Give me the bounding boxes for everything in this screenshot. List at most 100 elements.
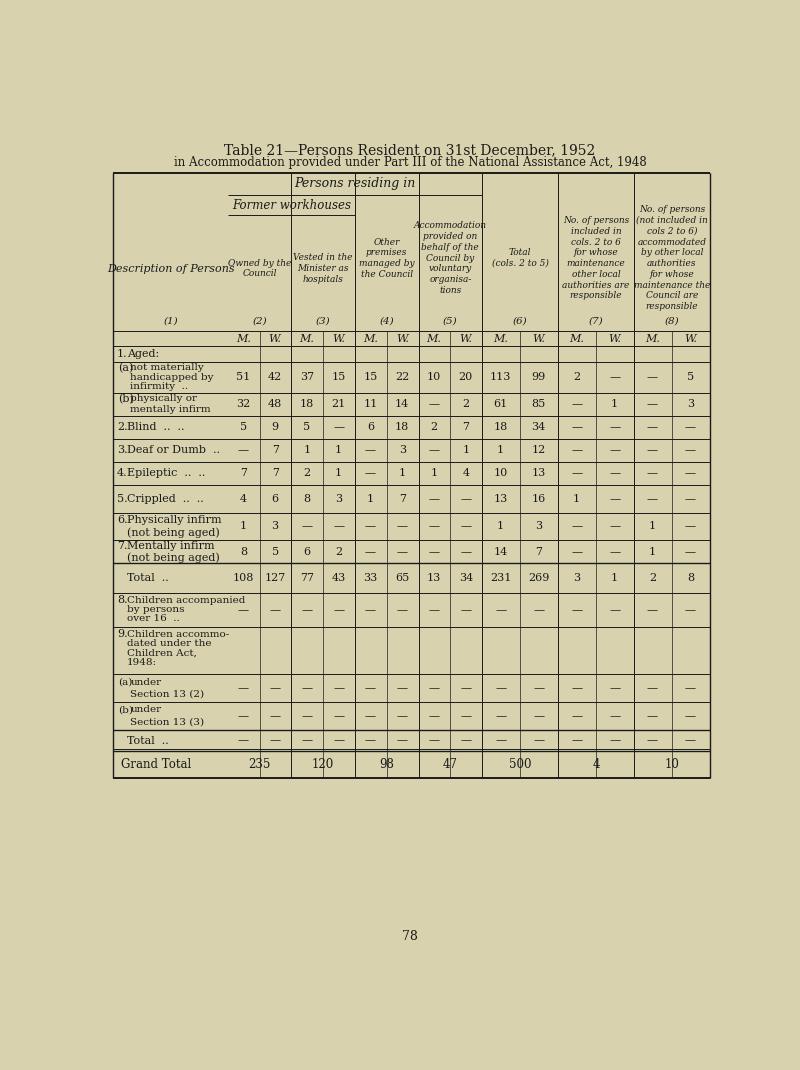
Text: 43: 43 xyxy=(331,574,346,583)
Text: —: — xyxy=(365,469,376,478)
Text: 5: 5 xyxy=(271,547,278,556)
Text: —: — xyxy=(429,683,439,693)
Text: 65: 65 xyxy=(395,574,410,583)
Text: 18: 18 xyxy=(494,423,508,432)
Text: 3: 3 xyxy=(335,493,342,504)
Text: 7: 7 xyxy=(462,423,470,432)
Text: —: — xyxy=(365,735,376,746)
Text: —: — xyxy=(397,683,408,693)
Text: No. of persons
included in
cols. 2 to 6
for whose
maintenance
other local
author: No. of persons included in cols. 2 to 6 … xyxy=(562,216,630,301)
Text: Crippled  ..  ..: Crippled .. .. xyxy=(127,493,204,504)
Text: Total  ..: Total .. xyxy=(127,574,169,583)
Text: 18: 18 xyxy=(395,423,410,432)
Text: —: — xyxy=(397,710,408,721)
Text: Description of Persons: Description of Persons xyxy=(106,264,234,274)
Text: (8): (8) xyxy=(665,317,679,325)
Text: Accommodation
provided on
behalf of the
Council by
voluntary
organisa-
tions: Accommodation provided on behalf of the … xyxy=(414,221,486,295)
Text: Total  ..: Total .. xyxy=(127,735,169,746)
Text: 1: 1 xyxy=(335,469,342,478)
Text: 5: 5 xyxy=(687,372,694,382)
Text: (not being aged): (not being aged) xyxy=(127,553,220,563)
Text: Section 13 (3): Section 13 (3) xyxy=(130,718,204,727)
Text: 269: 269 xyxy=(528,574,550,583)
Text: 77: 77 xyxy=(300,574,314,583)
Text: over 16  ..: over 16 .. xyxy=(127,614,180,624)
Text: 51: 51 xyxy=(236,372,250,382)
Text: —: — xyxy=(571,521,582,532)
Text: —: — xyxy=(333,521,344,532)
Text: —: — xyxy=(571,710,582,721)
Text: in Accommodation provided under Part III of the National Assistance Act, 1948: in Accommodation provided under Part III… xyxy=(174,156,646,169)
Text: 42: 42 xyxy=(268,372,282,382)
Text: —: — xyxy=(495,710,506,721)
Text: 235: 235 xyxy=(249,758,271,770)
Text: 1: 1 xyxy=(303,445,310,455)
Text: 6.: 6. xyxy=(117,516,128,525)
Text: —: — xyxy=(302,683,313,693)
Text: 3: 3 xyxy=(535,521,542,532)
Text: —: — xyxy=(685,547,696,556)
Text: —: — xyxy=(333,423,344,432)
Text: —: — xyxy=(460,521,471,532)
Text: —: — xyxy=(571,735,582,746)
Text: —: — xyxy=(460,683,471,693)
Text: 7: 7 xyxy=(398,493,406,504)
Text: 5: 5 xyxy=(303,423,310,432)
Text: —: — xyxy=(365,683,376,693)
Text: 34: 34 xyxy=(531,423,546,432)
Text: 3: 3 xyxy=(687,399,694,409)
Text: —: — xyxy=(609,372,620,382)
Text: Aged:: Aged: xyxy=(127,349,159,360)
Text: —: — xyxy=(685,735,696,746)
Text: (a): (a) xyxy=(118,363,134,373)
Text: Children Act,: Children Act, xyxy=(127,648,197,657)
Text: —: — xyxy=(238,683,249,693)
Text: —: — xyxy=(302,735,313,746)
Text: 34: 34 xyxy=(458,574,473,583)
Text: W.: W. xyxy=(332,334,345,343)
Text: —: — xyxy=(365,547,376,556)
Text: 7: 7 xyxy=(272,445,278,455)
Text: 78: 78 xyxy=(402,931,418,944)
Text: 85: 85 xyxy=(531,399,546,409)
Text: Section 13 (2): Section 13 (2) xyxy=(130,690,204,699)
Text: —: — xyxy=(460,493,471,504)
Text: 18: 18 xyxy=(300,399,314,409)
Text: —: — xyxy=(495,605,506,614)
Text: W.: W. xyxy=(396,334,409,343)
Text: 1: 1 xyxy=(611,574,618,583)
Text: —: — xyxy=(647,399,658,409)
Text: —: — xyxy=(571,469,582,478)
Text: —: — xyxy=(270,710,281,721)
Text: —: — xyxy=(609,423,620,432)
Text: —: — xyxy=(533,683,544,693)
Text: Physically infirm: Physically infirm xyxy=(127,516,222,525)
Text: (4): (4) xyxy=(379,317,394,325)
Text: 231: 231 xyxy=(490,574,511,583)
Text: Grand Total: Grand Total xyxy=(121,758,191,770)
Text: —: — xyxy=(685,521,696,532)
Text: 6: 6 xyxy=(303,547,310,556)
Text: (2): (2) xyxy=(252,317,267,325)
Text: W.: W. xyxy=(459,334,472,343)
Text: —: — xyxy=(685,605,696,614)
Text: —: — xyxy=(238,710,249,721)
Text: Owned by the
Council: Owned by the Council xyxy=(228,259,291,278)
Text: 12: 12 xyxy=(531,445,546,455)
Text: (1): (1) xyxy=(163,317,178,325)
Text: 16: 16 xyxy=(531,493,546,504)
Text: (a): (a) xyxy=(118,677,133,687)
Text: by persons: by persons xyxy=(127,606,185,614)
Text: —: — xyxy=(609,547,620,556)
Text: 4: 4 xyxy=(462,469,470,478)
Text: —: — xyxy=(685,683,696,693)
Text: 1: 1 xyxy=(649,547,656,556)
Text: 113: 113 xyxy=(490,372,511,382)
Text: 15: 15 xyxy=(331,372,346,382)
Text: 1: 1 xyxy=(335,445,342,455)
Text: 7: 7 xyxy=(240,469,247,478)
Text: 10: 10 xyxy=(665,758,679,770)
Text: —: — xyxy=(647,469,658,478)
Text: dated under the: dated under the xyxy=(127,639,212,648)
Text: —: — xyxy=(533,605,544,614)
